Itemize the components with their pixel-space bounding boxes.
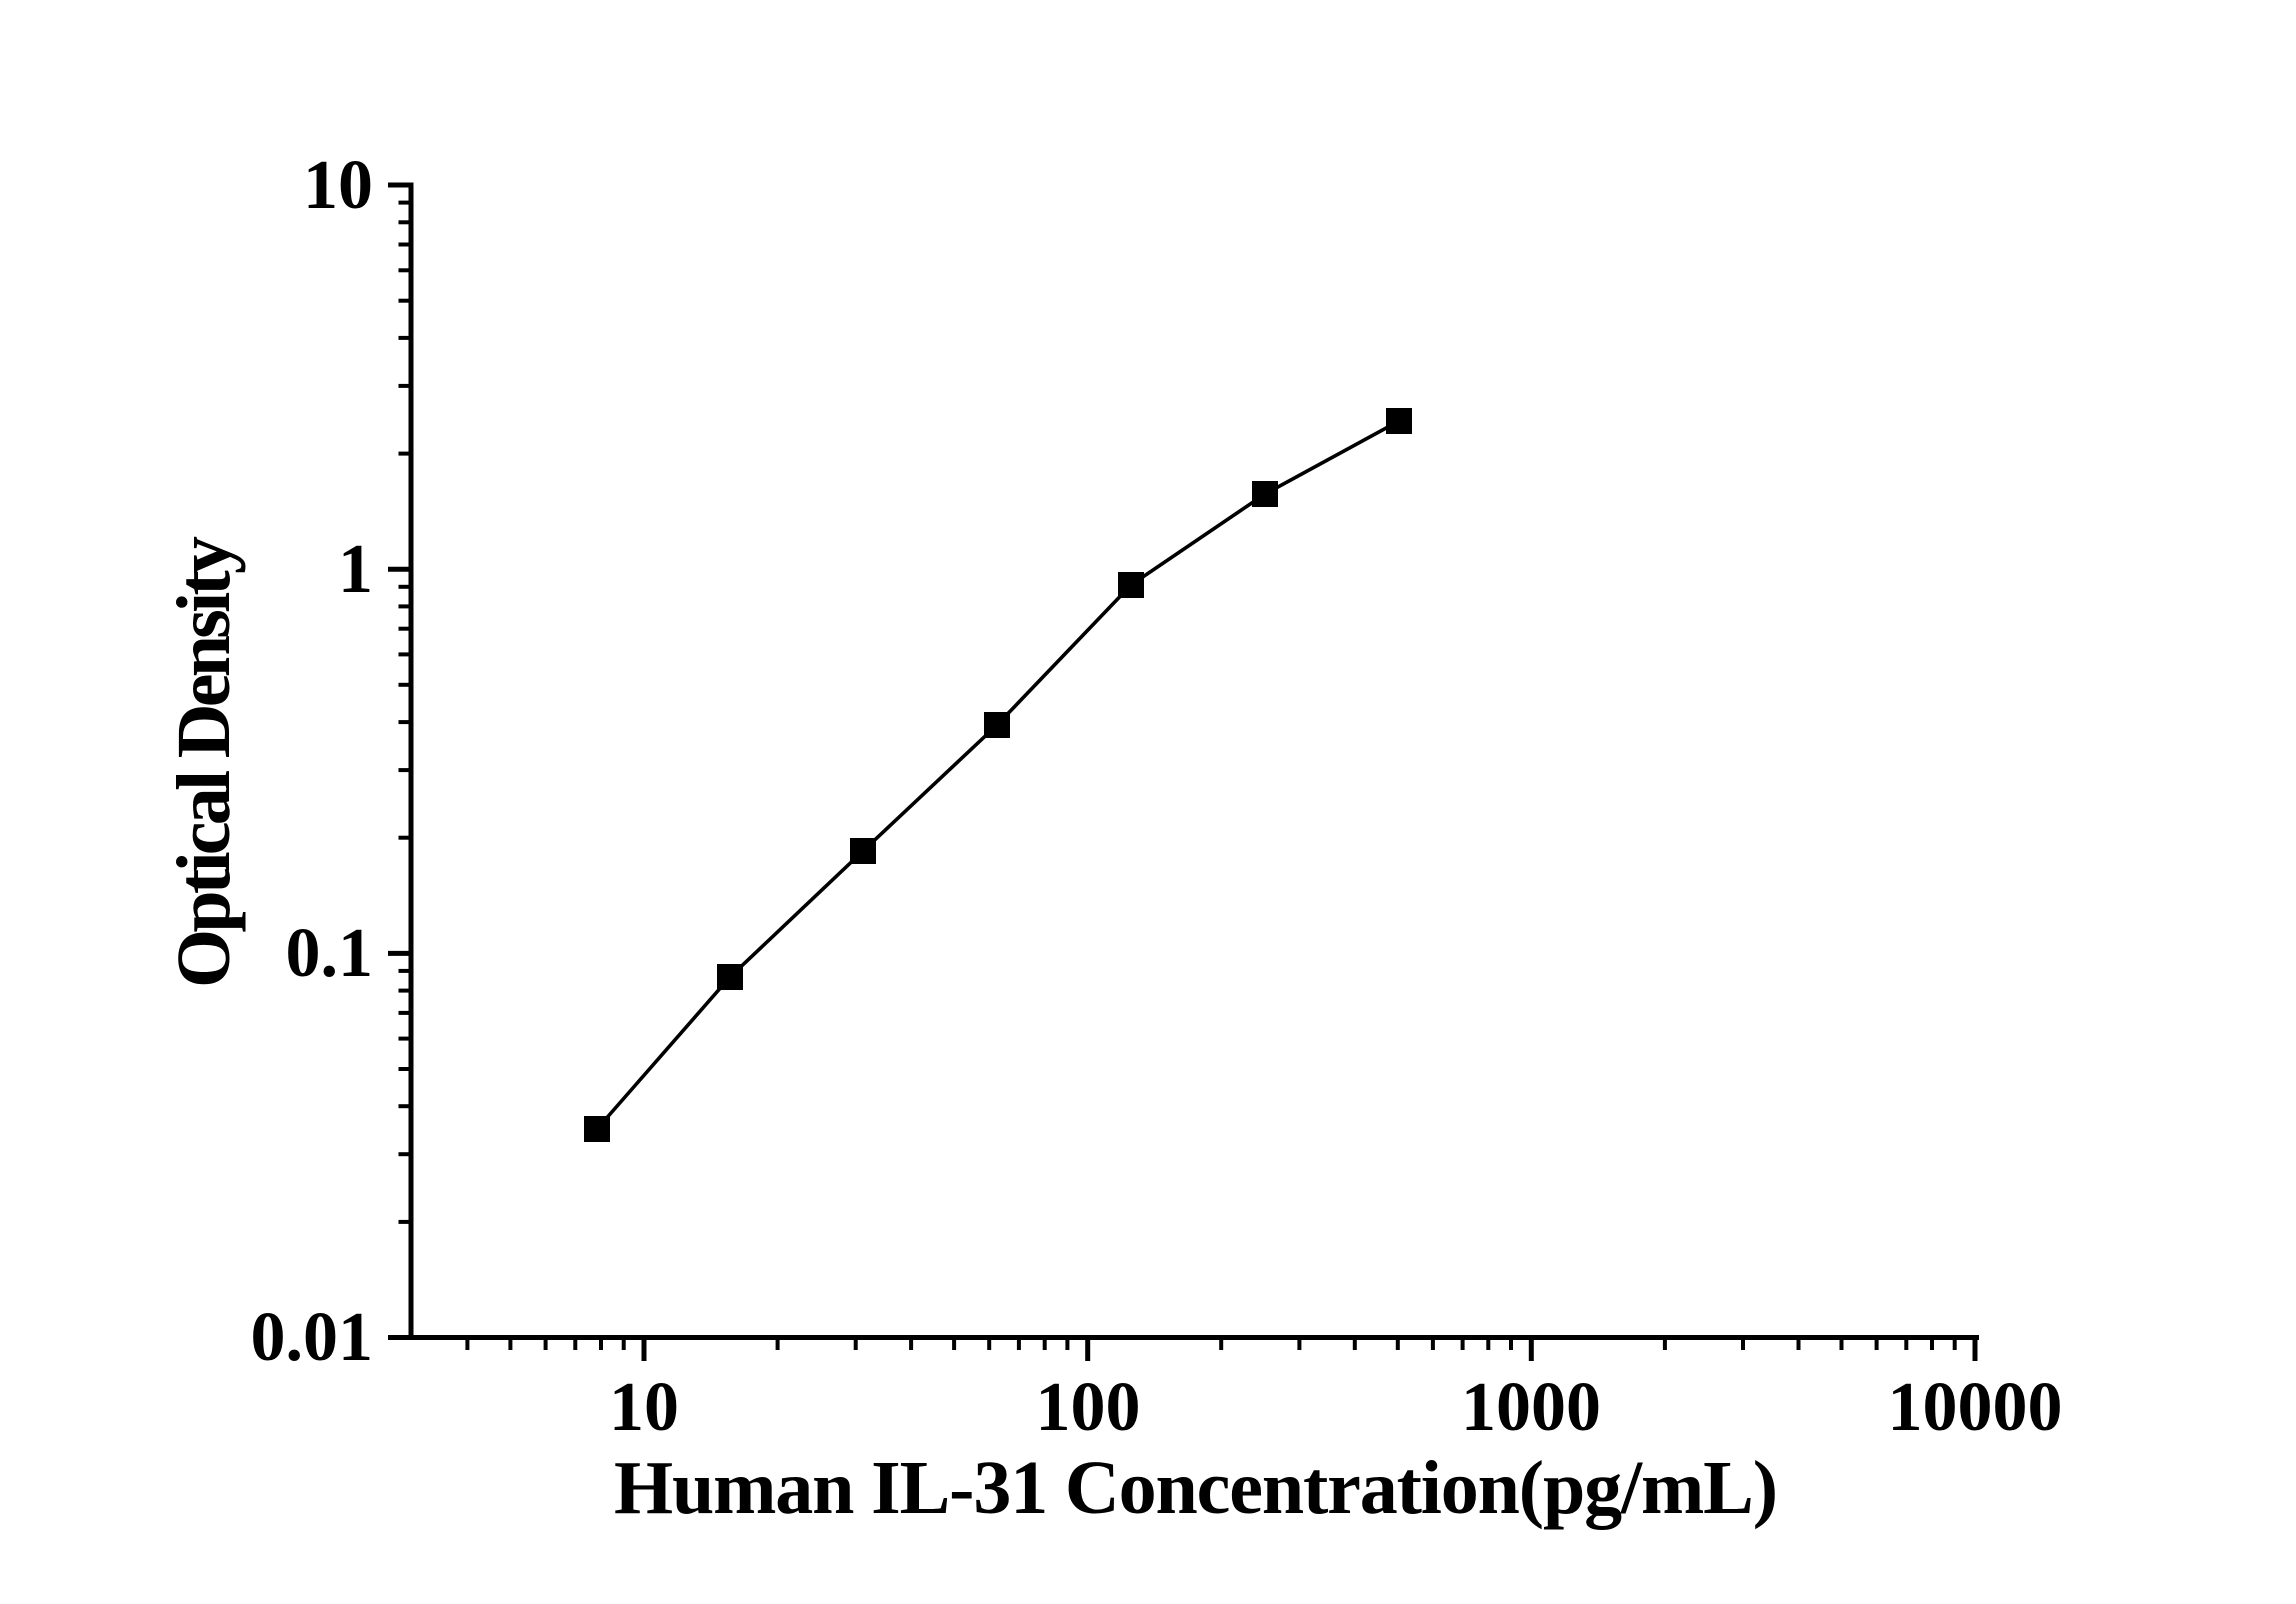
svg-text:10: 10	[303, 147, 373, 224]
svg-text:1: 1	[338, 531, 373, 608]
svg-text:100: 100	[1036, 1369, 1141, 1446]
svg-text:Human IL-31 Concentration(pg/m: Human IL-31 Concentration(pg/mL)	[614, 1446, 1778, 1530]
svg-text:10000: 10000	[1888, 1369, 2063, 1446]
svg-text:0.01: 0.01	[251, 1299, 374, 1376]
svg-text:10: 10	[609, 1369, 679, 1446]
svg-text:1000: 1000	[1461, 1369, 1601, 1446]
svg-text:Optical Density: Optical Density	[162, 536, 246, 988]
svg-text:0.1: 0.1	[286, 915, 374, 992]
